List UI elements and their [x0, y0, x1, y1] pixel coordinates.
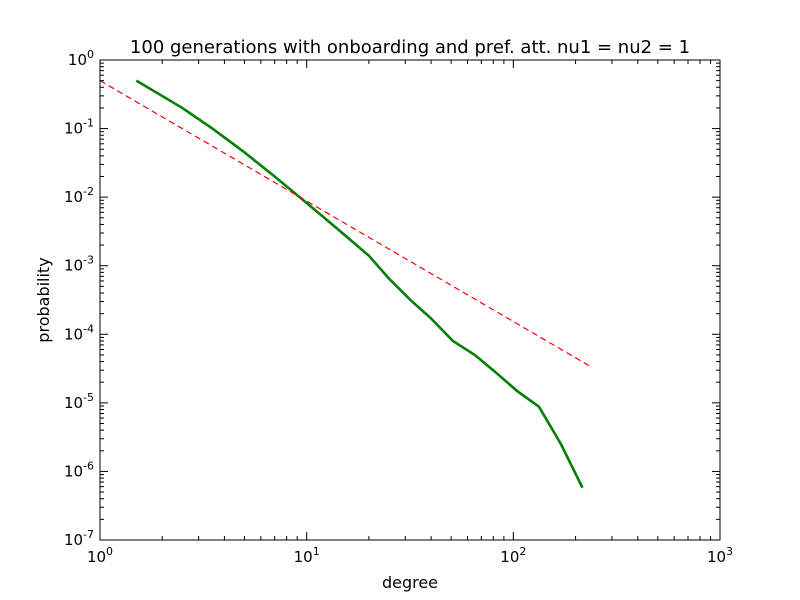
y-tick-label-5: 10-5: [64, 391, 94, 412]
plot-frame: [99, 59, 721, 541]
y-tick-label-2: 10-2: [64, 185, 94, 206]
y-tick-label-3: 10-3: [64, 254, 94, 275]
x-tick-label-2: 102: [500, 545, 526, 566]
series-line-0: [135, 79, 584, 489]
x-tick-label-0: 100: [87, 545, 113, 566]
y-tick-label-6: 10-6: [64, 459, 94, 480]
y-tick-label-1: 10-1: [64, 117, 94, 138]
x-axis-label: degree: [382, 573, 438, 592]
y-tick-label-4: 10-4: [64, 322, 94, 343]
chart-title: 100 generations with onboarding and pref…: [130, 37, 690, 58]
x-tick-label-1: 101: [294, 545, 320, 566]
y-axis-label: probability: [34, 257, 53, 342]
y-tick-label-7: 10-7: [64, 528, 94, 549]
series-layer: [99, 79, 593, 489]
series-line-1: [99, 80, 593, 368]
x-tick-label-3: 103: [707, 545, 733, 566]
tick-layer: 100 101 102 103 100 10-1 10-2 10-3 10-4 10-5 10-6 1…: [64, 48, 733, 566]
y-tick-label-0: 100: [68, 48, 94, 69]
